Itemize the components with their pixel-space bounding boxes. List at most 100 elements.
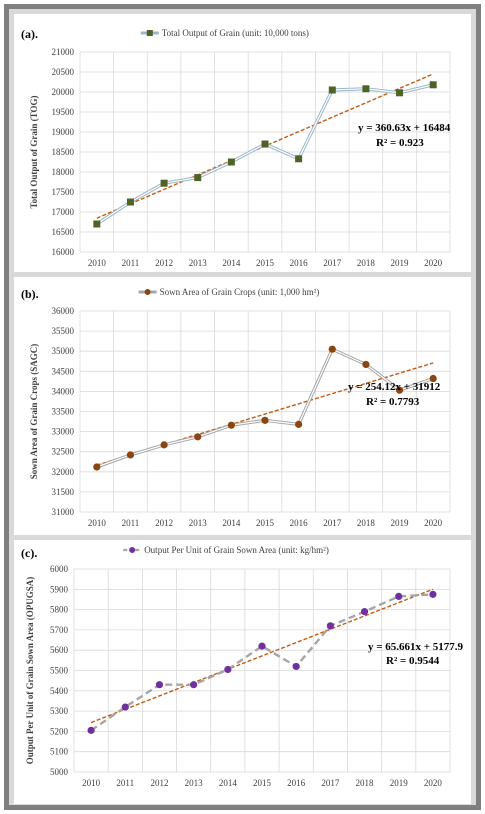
panel-background <box>14 14 471 272</box>
data-point <box>326 622 334 630</box>
x-tick-label: 2019 <box>391 258 410 268</box>
data-point <box>93 220 101 228</box>
trend-r-squared: R² = 0.9544 <box>386 655 440 667</box>
y-tick-label: 32000 <box>52 467 75 477</box>
data-point <box>87 726 95 734</box>
x-tick-label: 2017 <box>323 518 342 528</box>
y-tick-label: 34000 <box>52 386 75 396</box>
x-tick-label: 2012 <box>155 518 173 528</box>
panel-label: (b). <box>21 287 39 301</box>
data-point <box>395 386 404 394</box>
x-tick-label: 2019 <box>391 518 410 528</box>
data-point <box>227 158 235 166</box>
y-tick-label: 5000 <box>50 767 69 777</box>
x-tick-label: 2011 <box>122 518 140 528</box>
y-tick-label: 20500 <box>52 67 75 77</box>
legend-marker <box>144 289 151 295</box>
data-point <box>362 85 370 93</box>
y-tick-label: 16000 <box>52 247 75 257</box>
x-tick-label: 2014 <box>219 778 238 788</box>
x-tick-label: 2012 <box>150 778 168 788</box>
trend-equation: y = 360.63x + 16484 <box>358 122 451 134</box>
y-tick-label: 31000 <box>52 507 75 517</box>
y-tick-label: 5200 <box>50 726 69 736</box>
data-point <box>160 179 168 187</box>
data-point <box>261 416 269 424</box>
data-point <box>194 174 202 182</box>
data-point <box>227 421 235 429</box>
data-point <box>295 155 303 163</box>
y-tick-label: 19500 <box>52 107 75 117</box>
legend-label: Total Output of Grain (unit: 10,000 tons… <box>162 28 309 38</box>
y-axis-label: Total Output of Grain (TOG) <box>29 95 39 208</box>
panel-3: 5000 5100 5200 5300 5400 5500 5600 5700 5800 5900… <box>14 540 471 804</box>
data-point <box>190 681 198 689</box>
x-tick-label: 2014 <box>222 518 241 528</box>
y-tick-label: 6000 <box>50 564 69 574</box>
y-tick-label: 5700 <box>50 625 69 635</box>
trendline <box>90 588 434 724</box>
panel-label: (a). <box>21 27 38 41</box>
y-tick-label: 17500 <box>52 187 75 197</box>
x-tick-label: 2013 <box>185 778 204 788</box>
y-tick-label: 17000 <box>52 207 75 217</box>
trendline <box>96 362 434 466</box>
x-tick-label: 2015 <box>256 518 275 528</box>
panel-label: (c). <box>21 546 37 560</box>
y-tick-label: 5900 <box>50 584 69 594</box>
panel-1: 16000 16500 17000 17500 18000 18500 19000 19500… <box>14 14 471 272</box>
data-point <box>126 198 134 206</box>
x-tick-label: 2010 <box>88 258 107 268</box>
y-tick-label: 35500 <box>52 326 75 336</box>
x-tick-label: 2014 <box>222 258 241 268</box>
x-tick-label: 2018 <box>357 258 376 268</box>
data-point <box>93 463 101 471</box>
x-tick-label: 2013 <box>189 258 208 268</box>
x-tick-label: 2010 <box>88 518 107 528</box>
y-tick-label: 32500 <box>52 447 75 457</box>
trend-equation: y = 65.661x + 5177.9 <box>368 641 464 653</box>
trend-equation: y = 254.12x + 31912 <box>348 381 441 393</box>
data-point <box>224 665 232 674</box>
x-tick-label: 2020 <box>424 518 443 528</box>
x-tick-label: 2018 <box>356 778 375 788</box>
data-point <box>292 662 300 671</box>
y-tick-label: 19000 <box>52 127 75 137</box>
y-tick-label: 31500 <box>52 487 75 497</box>
y-tick-label: 33500 <box>52 407 75 417</box>
y-tick-label: 21000 <box>52 47 75 57</box>
data-point <box>155 681 164 689</box>
data-point <box>295 420 303 428</box>
y-axis-label: Sown Area of Grain Crops (SAGC) <box>29 344 39 479</box>
chart-panels: 16000 16500 17000 17500 18000 18500 19000 19500… <box>14 14 471 804</box>
panel-2: 31000 31500 32000 32500 33000 33500 34000 34500… <box>14 277 471 535</box>
data-point <box>328 86 336 94</box>
x-tick-label: 2011 <box>116 778 134 788</box>
x-tick-label: 2016 <box>290 518 309 528</box>
legend-marker <box>129 547 136 553</box>
series-line <box>90 593 433 732</box>
y-tick-label: 5100 <box>50 747 69 757</box>
data-point <box>194 433 202 441</box>
y-axis-label: Output Per Unit of Grain Sown Area (OPUG… <box>25 577 35 764</box>
x-tick-label: 2012 <box>155 258 173 268</box>
x-tick-label: 2016 <box>287 778 306 788</box>
x-tick-label: 2017 <box>323 258 342 268</box>
legend-label: Output Per Unit of Grain Sown Area (unit… <box>144 545 329 555</box>
data-point <box>328 345 336 353</box>
y-tick-label: 18000 <box>52 167 75 177</box>
y-tick-label: 16500 <box>52 227 75 237</box>
data-point <box>360 608 369 616</box>
y-tick-label: 5800 <box>50 605 69 615</box>
y-tick-label: 5400 <box>50 686 69 696</box>
y-tick-label: 20000 <box>52 87 75 97</box>
y-tick-label: 5600 <box>50 645 69 655</box>
y-tick-label: 34500 <box>52 366 75 376</box>
y-tick-label: 36000 <box>52 306 75 316</box>
data-point <box>258 642 266 650</box>
x-tick-label: 2015 <box>256 258 275 268</box>
data-point <box>261 140 269 148</box>
x-tick-label: 2020 <box>424 778 443 788</box>
data-point <box>362 360 370 369</box>
data-point <box>429 374 437 383</box>
